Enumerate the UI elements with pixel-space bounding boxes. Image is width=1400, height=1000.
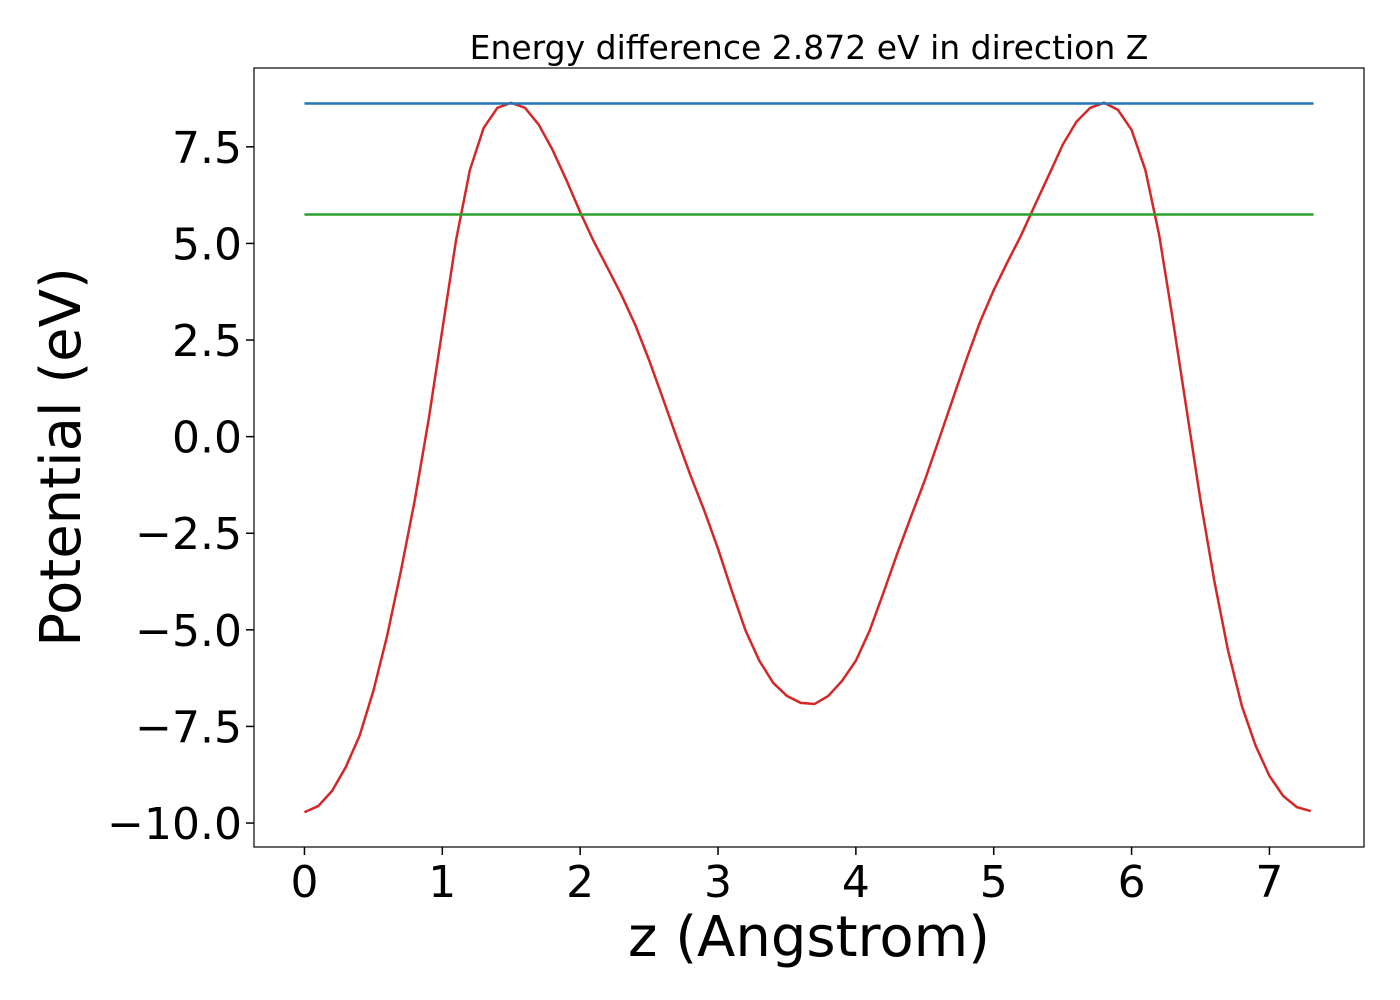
x-tick-label: 4 xyxy=(842,857,870,908)
plot-frame xyxy=(253,67,1365,848)
line-series xyxy=(303,101,1312,814)
x-axis-label: z (Angstrom) xyxy=(628,905,990,970)
y-tick-label: 0.0 xyxy=(172,413,242,464)
y-axis-label: Potential (eV) xyxy=(29,267,94,647)
x-tick-label: 2 xyxy=(566,857,594,908)
chart-title: Energy difference 2.872 eV in direction … xyxy=(470,28,1149,67)
x-tick-label: 5 xyxy=(980,857,1008,908)
y-tick-label: 7.5 xyxy=(172,123,242,174)
x-tick-label: 6 xyxy=(1118,857,1146,908)
y-tick-label: −2.5 xyxy=(135,509,242,560)
x-tick-label: 1 xyxy=(428,857,456,908)
y-tick-label: −5.0 xyxy=(135,606,242,657)
y-tick-label: −10.0 xyxy=(107,799,242,850)
x-tick-label: 3 xyxy=(704,857,732,908)
x-tick-label: 7 xyxy=(1255,857,1283,908)
y-tick-label: 5.0 xyxy=(172,219,242,270)
x-tick-label: 0 xyxy=(290,857,318,908)
y-tick-label: −7.5 xyxy=(135,702,242,753)
y-tick-label: 2.5 xyxy=(172,316,242,367)
